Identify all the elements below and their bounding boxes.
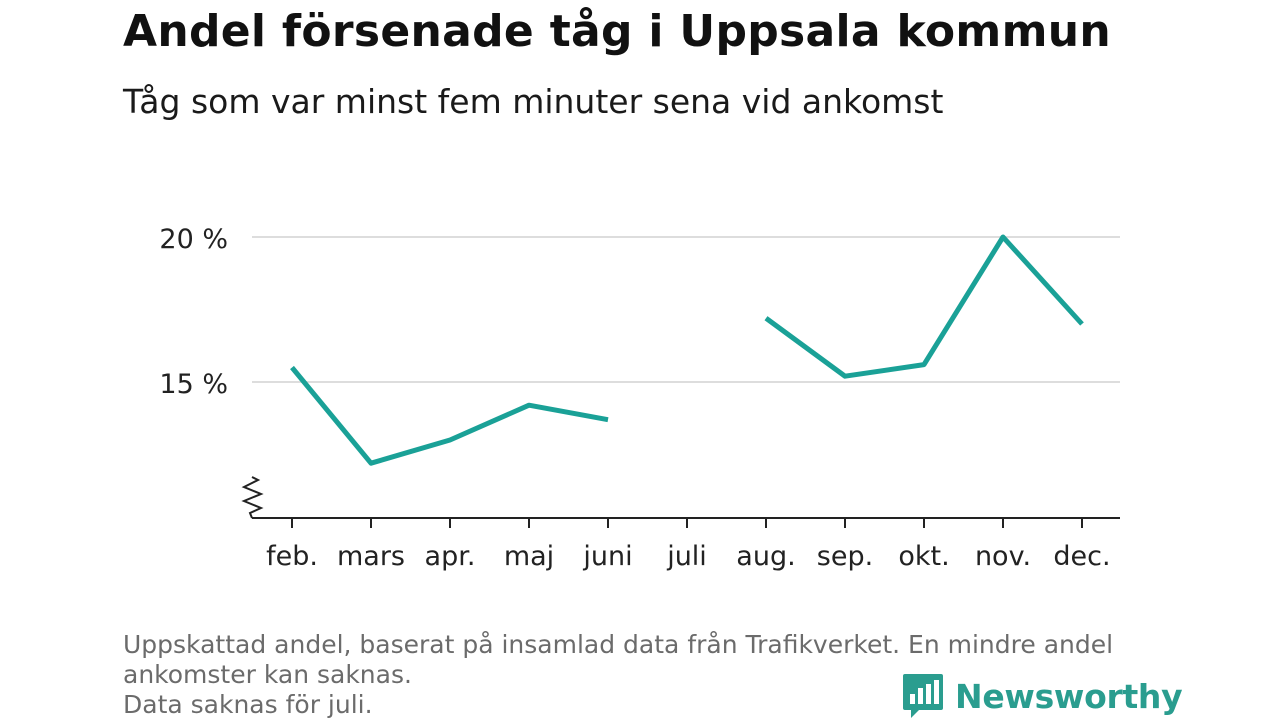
series-line-segment xyxy=(764,234,1084,379)
x-tick-label: nov. xyxy=(975,541,1031,572)
x-tick-label: juli xyxy=(666,541,707,572)
x-tick-label: dec. xyxy=(1053,541,1110,572)
series-layer xyxy=(290,234,1084,466)
x-tick-label: okt. xyxy=(898,541,949,572)
x-tick-label: feb. xyxy=(266,541,318,572)
footnote-line-1: Uppskattad andel, baserat på insamlad da… xyxy=(123,630,1114,659)
y-tick-label: 20 % xyxy=(159,224,228,255)
series-line-segment xyxy=(290,365,609,466)
newsworthy-bars-icon xyxy=(903,674,943,718)
footnote-line-3: Data saknas för juli. xyxy=(123,690,373,719)
chart-subtitle: Tåg som var minst fem minuter sena vid a… xyxy=(123,82,944,121)
grid-layer xyxy=(252,236,1120,383)
y-tick-label: 15 % xyxy=(159,369,228,400)
label-layer: 20 % 15 % feb. mars apr. maj juni juli aug. sep. o… xyxy=(159,224,1110,572)
x-tick-label: aug. xyxy=(736,541,795,572)
chart-title: Andel försenade tåg i Uppsala kommun xyxy=(123,6,1111,57)
axis-break-icon xyxy=(241,476,264,519)
x-tick-label: sep. xyxy=(817,541,873,572)
x-tick-label: mars xyxy=(337,541,405,572)
axis-layer xyxy=(241,476,1120,528)
newsworthy-logo: Newsworthy xyxy=(901,671,1183,721)
x-tick-label: maj xyxy=(504,541,554,572)
footnote: Uppskattad andel, baserat på insamlad da… xyxy=(123,630,1203,720)
footnote-line-2: ankomster kan saknas. xyxy=(123,660,412,689)
brand-name: Newsworthy xyxy=(955,676,1183,716)
x-tick-label: apr. xyxy=(425,541,476,572)
x-tick-label: juni xyxy=(582,541,632,572)
